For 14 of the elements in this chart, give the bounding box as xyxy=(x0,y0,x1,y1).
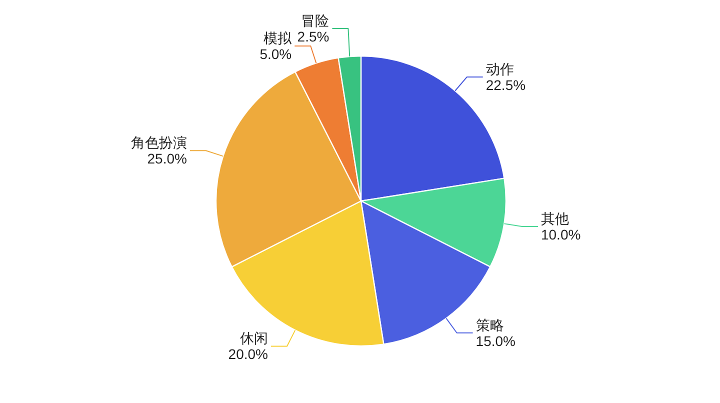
data-label: 25.0% xyxy=(147,150,187,167)
slice-label: 角色扮演 xyxy=(130,134,187,151)
data-label: 2.5% xyxy=(297,28,330,44)
slice-label: 策略 xyxy=(476,316,504,333)
data-label: 22.5% xyxy=(486,77,526,94)
data-label: 10.0% xyxy=(540,226,581,242)
slice-label: 动作 xyxy=(486,61,514,78)
slice-label: 模拟 xyxy=(264,30,293,46)
data-label: 20.0% xyxy=(228,346,268,362)
slice-label: 其他 xyxy=(540,210,569,226)
slice-label: 休闲 xyxy=(240,330,268,346)
data-label: 15.0% xyxy=(476,332,516,349)
data-label: 5.0% xyxy=(260,46,292,62)
slice-label: 冒险 xyxy=(301,12,330,28)
